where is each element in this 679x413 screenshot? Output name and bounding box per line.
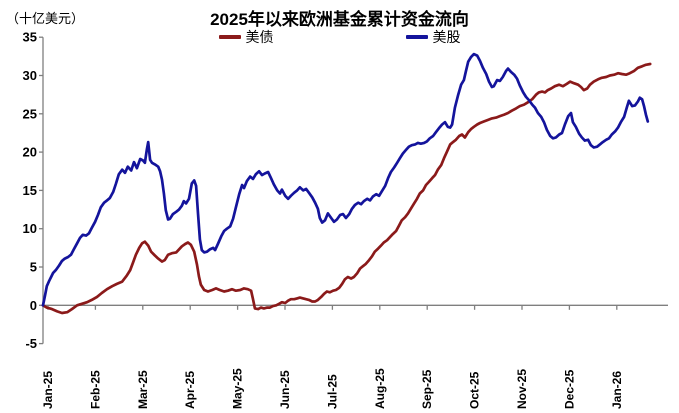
y-tick-label: 25 xyxy=(23,106,37,121)
x-tick-label: Mar-25 xyxy=(136,370,150,409)
x-tick-label: Sep-25 xyxy=(420,369,434,409)
x-tick-label: Oct-25 xyxy=(468,371,482,409)
x-tick-label: Jan-26 xyxy=(610,371,624,409)
stocks-line-swatch-icon xyxy=(405,35,428,39)
chart-title: 2025年以来欧洲基金累计资金流向 xyxy=(210,10,469,29)
y-tick-label: 35 xyxy=(23,30,37,45)
x-tick-label: May-25 xyxy=(231,368,245,409)
y-axis-unit-label: （十亿美元） xyxy=(6,11,85,26)
y-tick-label: 0 xyxy=(30,298,37,313)
x-tick-label: Aug-25 xyxy=(373,368,387,409)
x-axis: Jan-25 Feb-25 Mar-25 Apr-25 May-25 Jun-25 Jul-… xyxy=(41,304,668,409)
series-line-stocks xyxy=(41,52,650,307)
x-tick-label: Feb-25 xyxy=(88,370,102,409)
y-tick-label: -5 xyxy=(25,336,37,351)
legend-label-stocks: 美股 xyxy=(432,29,461,45)
legend-item-stocks: 美股 xyxy=(405,27,461,47)
series-line-bonds xyxy=(41,62,652,315)
y-tick-label: 10 xyxy=(23,221,37,236)
x-tick-label: Jun-25 xyxy=(278,370,292,409)
legend-item-bonds: 美债 xyxy=(218,27,274,47)
y-tick-label: 30 xyxy=(23,68,37,83)
x-tick-label: Nov-25 xyxy=(515,369,529,409)
bonds-line-swatch-icon xyxy=(218,35,241,39)
x-tick-label: Apr-25 xyxy=(183,371,197,409)
y-axis: -5 0 5 10 15 20 25 30 35 xyxy=(23,30,44,351)
x-tick-label: Dec-25 xyxy=(562,369,576,409)
y-tick-label: 5 xyxy=(30,260,37,275)
y-tick-label: 15 xyxy=(23,183,37,198)
x-tick-label: Jan-25 xyxy=(41,371,55,409)
y-tick-label: 20 xyxy=(23,145,37,160)
x-tick-label: Jul-25 xyxy=(325,374,339,409)
series-lines xyxy=(41,52,652,315)
legend-label-bonds: 美债 xyxy=(245,29,274,45)
legend: 美债 美股 xyxy=(0,27,679,47)
